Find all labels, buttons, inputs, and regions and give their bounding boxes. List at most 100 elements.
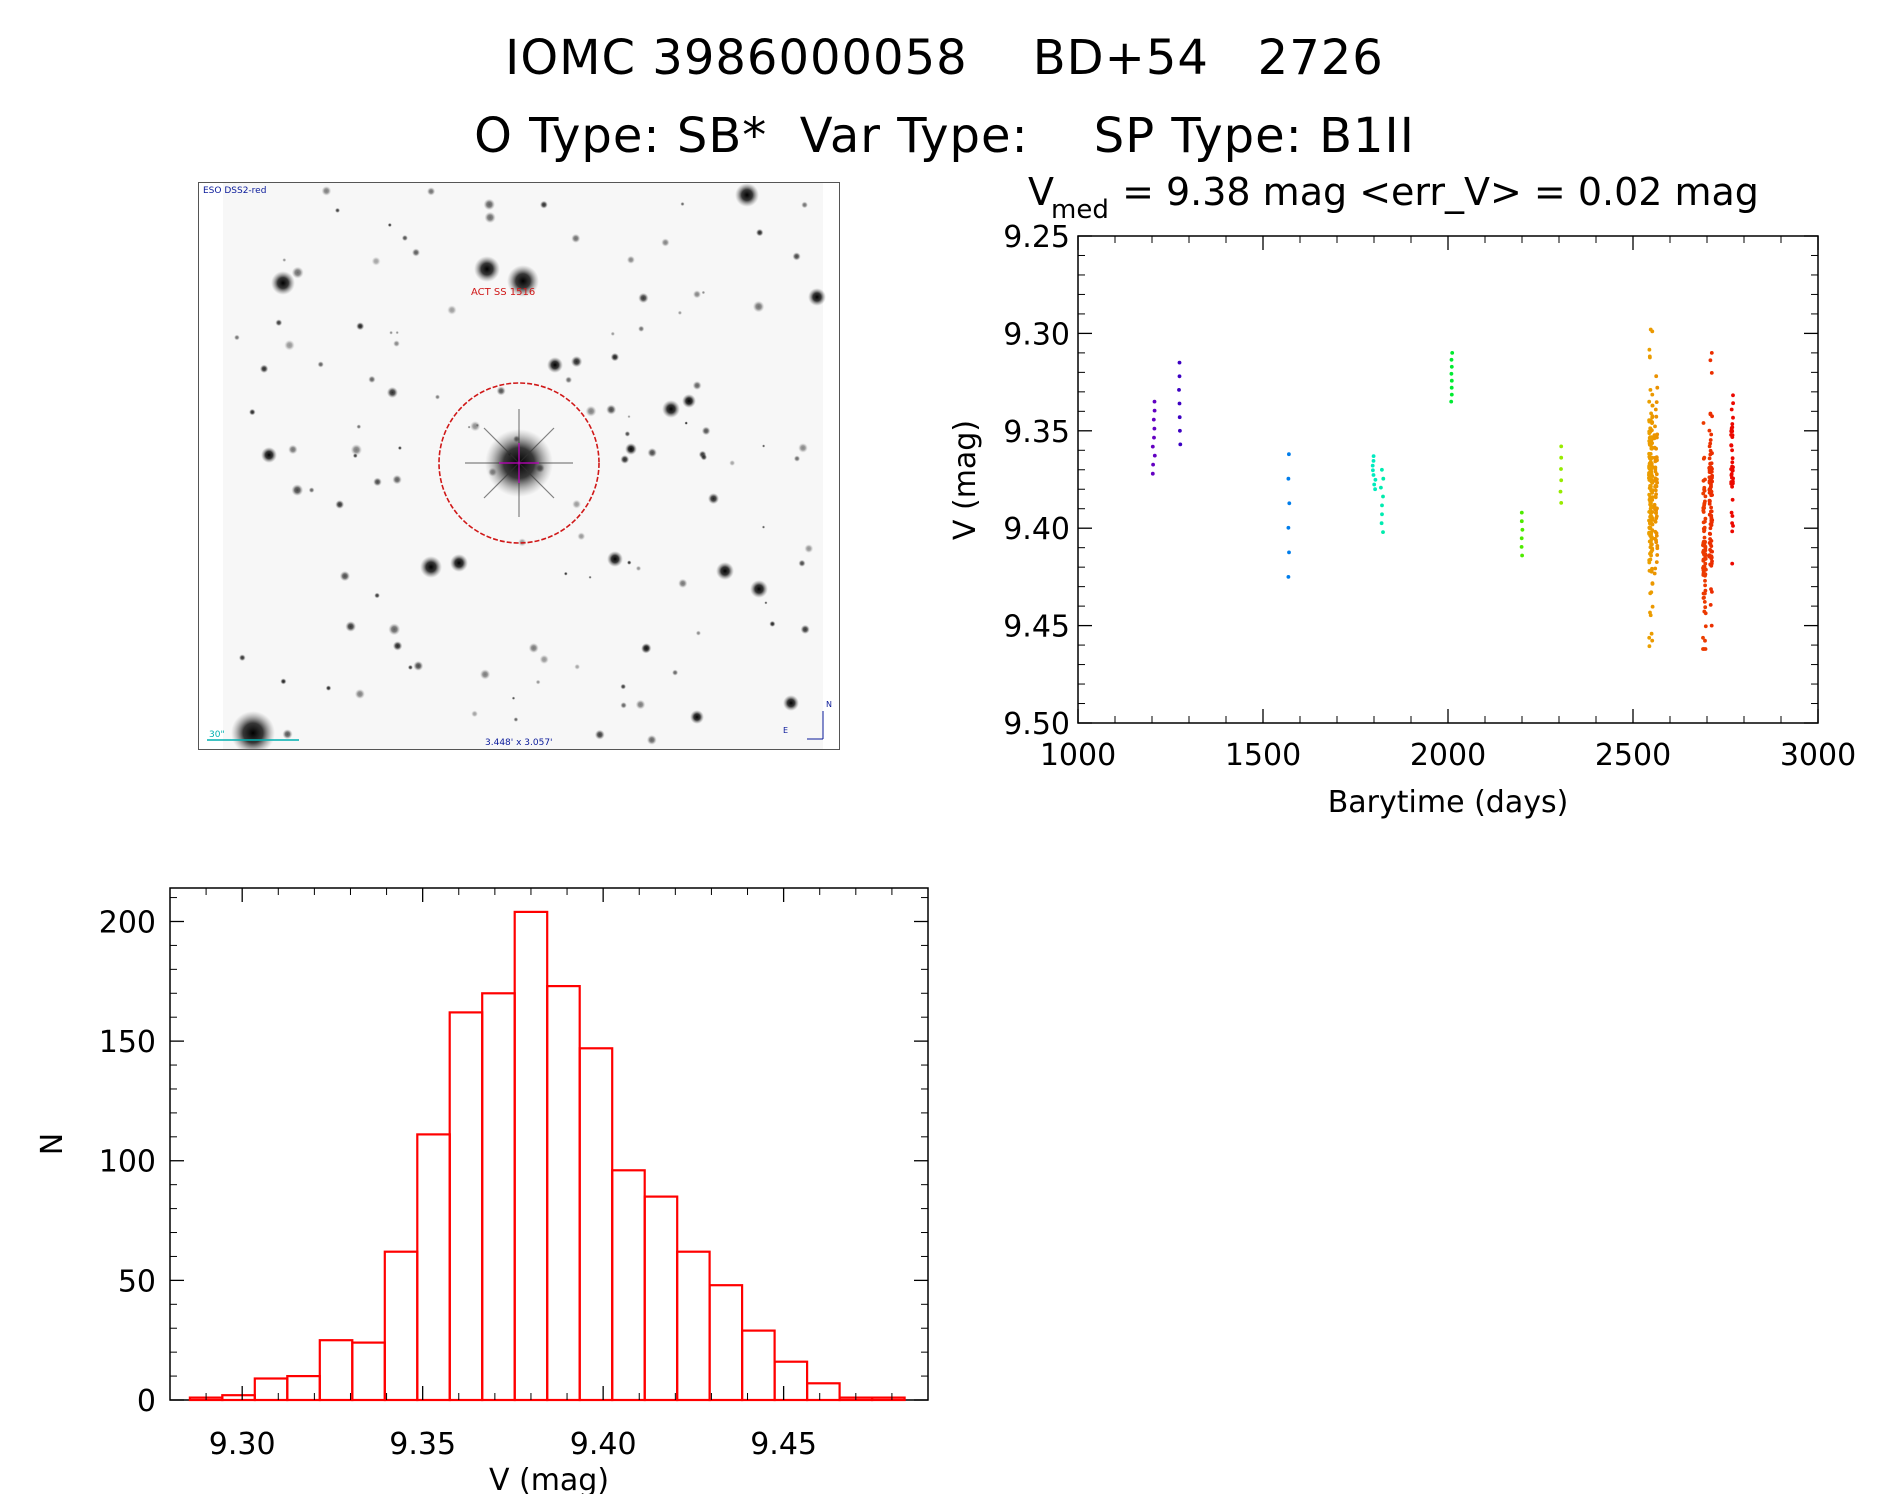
lc-x-axis-label: Barytime (days) — [1328, 785, 1569, 820]
lc-data-point — [1654, 400, 1659, 404]
lc-data-point — [1709, 509, 1714, 514]
faint-star — [393, 340, 400, 347]
lc-data-point — [1709, 351, 1714, 355]
hist-x-axis-label: V (mag) — [489, 1463, 609, 1494]
lc-data-point — [1649, 553, 1653, 558]
lc-data-point — [1730, 456, 1735, 461]
lc-data-point — [1177, 401, 1182, 406]
hist-bar — [286, 1374, 321, 1402]
lc-data-point — [1709, 432, 1714, 437]
faint-star — [695, 630, 701, 636]
lc-data-point — [1151, 417, 1156, 422]
lc-data-point — [1520, 527, 1525, 532]
lc-data-point — [1649, 495, 1654, 500]
faint-star — [620, 454, 630, 464]
faint-star — [467, 425, 471, 429]
hist-x-tick-label: 9.45 — [750, 1427, 817, 1462]
star-13 — [607, 551, 623, 567]
lc-data-point — [1380, 503, 1384, 508]
lc-data-point — [1559, 478, 1564, 483]
lc-data-point — [1703, 494, 1708, 499]
faint-star — [752, 300, 765, 313]
faint-star — [484, 211, 496, 224]
lc-data-point — [1730, 561, 1735, 566]
lc-data-point — [1702, 528, 1707, 532]
faint-star — [352, 453, 358, 459]
lc-data-point — [1730, 468, 1735, 473]
hist-x-tick-label: 9.40 — [570, 1427, 637, 1462]
faint-star — [535, 679, 541, 685]
faint-star — [585, 405, 597, 417]
faint-star — [317, 361, 324, 368]
faint-star — [762, 444, 766, 448]
lc-data-point — [1701, 456, 1706, 461]
faint-star — [350, 444, 363, 456]
lc-data-point — [1650, 403, 1655, 408]
faint-star — [280, 678, 287, 685]
lc-data-point — [1649, 631, 1654, 636]
lc-data-point — [1710, 479, 1714, 484]
lc-data-point — [1655, 477, 1659, 482]
lc-data-point — [1709, 587, 1713, 591]
lc-data-point — [1731, 465, 1735, 470]
lc-data-point — [1152, 453, 1157, 458]
lc-data-point — [1649, 504, 1653, 508]
faint-star — [641, 643, 652, 654]
faint-star — [793, 455, 801, 462]
lc-data-point — [1703, 561, 1708, 566]
hist-y-axis-label: N — [35, 1133, 70, 1155]
lc-data-point — [1730, 425, 1735, 430]
faint-star — [804, 544, 814, 554]
faint-star — [588, 575, 592, 579]
compass-n-label: N — [826, 700, 832, 709]
faint-star — [570, 355, 583, 368]
faint-star — [471, 710, 478, 718]
lc-data-point — [1449, 399, 1454, 404]
faint-star — [334, 207, 341, 213]
faint-star — [356, 322, 365, 331]
faint-star — [678, 578, 688, 589]
target-star-label: ACT SS 1516 — [471, 287, 535, 298]
lc-data-point — [1702, 541, 1707, 546]
lc-data-point — [1708, 532, 1713, 536]
lc-data-point — [1731, 481, 1735, 486]
lc-data-point — [1650, 421, 1654, 425]
lc-data-point — [1647, 451, 1651, 456]
lc-data-point — [1708, 603, 1713, 607]
lc-data-point — [1287, 452, 1291, 457]
lc-data-point — [1707, 498, 1712, 503]
faint-star — [677, 310, 683, 315]
lc-data-point — [1650, 329, 1655, 334]
faint-star — [321, 186, 332, 196]
faint-star — [764, 601, 768, 605]
faint-star — [371, 256, 381, 266]
star-14 — [682, 394, 696, 408]
lc-data-point — [1730, 514, 1735, 518]
faint-star — [395, 330, 399, 335]
lc-y-tick-label: 9.50 — [1003, 707, 1070, 742]
lc-data-point — [1730, 529, 1735, 534]
faint-star — [401, 234, 408, 242]
lc-data-point — [1520, 553, 1524, 558]
lc-data-point — [1152, 399, 1157, 404]
faint-star — [373, 477, 382, 487]
lc-data-point — [1701, 635, 1705, 640]
lc-data-point — [1710, 493, 1714, 497]
lc-data-point — [1654, 455, 1659, 460]
lc-data-point — [1152, 426, 1157, 431]
faint-star — [479, 669, 491, 680]
lc-data-point — [1702, 609, 1707, 614]
faint-star — [626, 560, 632, 565]
faint-star — [387, 222, 392, 228]
lc-data-point — [1709, 371, 1714, 375]
star-4 — [735, 183, 759, 207]
lc-data-point — [1647, 558, 1652, 563]
faint-star — [392, 641, 403, 651]
lc-data-point — [1653, 519, 1658, 523]
hist-plot-frame — [169, 887, 929, 1401]
lc-y-tick-label: 9.35 — [1003, 415, 1070, 450]
faint-star — [661, 238, 670, 247]
lc-data-point — [1519, 519, 1524, 524]
lc-data-point — [1731, 401, 1735, 406]
lc-data-point — [1647, 347, 1652, 352]
